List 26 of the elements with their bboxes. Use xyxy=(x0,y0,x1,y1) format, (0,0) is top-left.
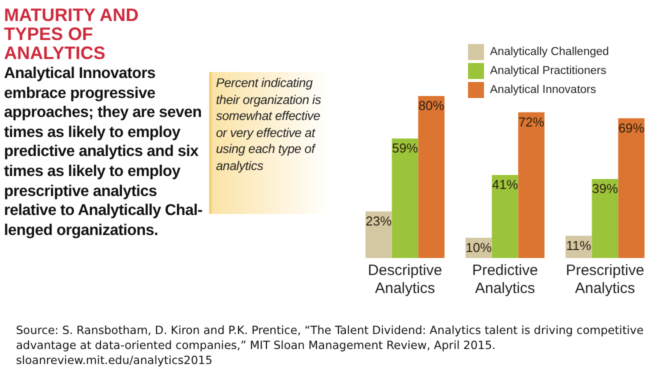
bar xyxy=(518,112,544,258)
x-tick-label: Predictive Analytics xyxy=(472,262,538,298)
legend-label: Analytical Practitioners xyxy=(490,64,606,76)
data-label: 41% xyxy=(492,177,518,192)
data-label: 10% xyxy=(466,240,492,255)
legend-label: Analytical Innovators xyxy=(490,84,596,96)
source-note: Source: S. Ransbotham, D. Kiron and P.K. Prentice, “The Talent Dividend: Analytics talent is driving competitive advantage at data-oriented companies,” MIT Sloan Management Review, April 2015. sloanreview.mit.edu/analytics2015 xyxy=(16,323,645,368)
text: Percent indicating their organization is somewhat effective or very effective at using each type of analytics xyxy=(209,72,343,214)
data-label: 59% xyxy=(392,140,418,156)
bar xyxy=(618,118,644,258)
bar xyxy=(366,211,392,258)
data-label: 72% xyxy=(518,114,545,130)
text: Analytical Innovators embrace progressive approaches; they are seven times as likely to employ predictive analytics and six times as likely to employ prescriptive analytics relative to Analytically Chal-lenged organizations. xyxy=(4,65,202,239)
bar xyxy=(492,174,518,258)
data-label: 69% xyxy=(618,120,645,136)
data-label: 11% xyxy=(566,238,592,253)
x-tick-label: Descriptive Analytics xyxy=(368,262,442,298)
data-label: 39% xyxy=(592,181,618,196)
data-label: 23% xyxy=(366,214,392,229)
x-tick-label: Prescriptive Analytics xyxy=(566,262,644,298)
legend-label: Analytically Challenged xyxy=(490,46,609,58)
data-label: 80% xyxy=(418,98,445,114)
bar xyxy=(392,138,418,258)
bar xyxy=(418,96,444,258)
text: MATURITY AND TYPES OF ANALYTICS xyxy=(4,5,140,63)
bar xyxy=(592,179,618,258)
